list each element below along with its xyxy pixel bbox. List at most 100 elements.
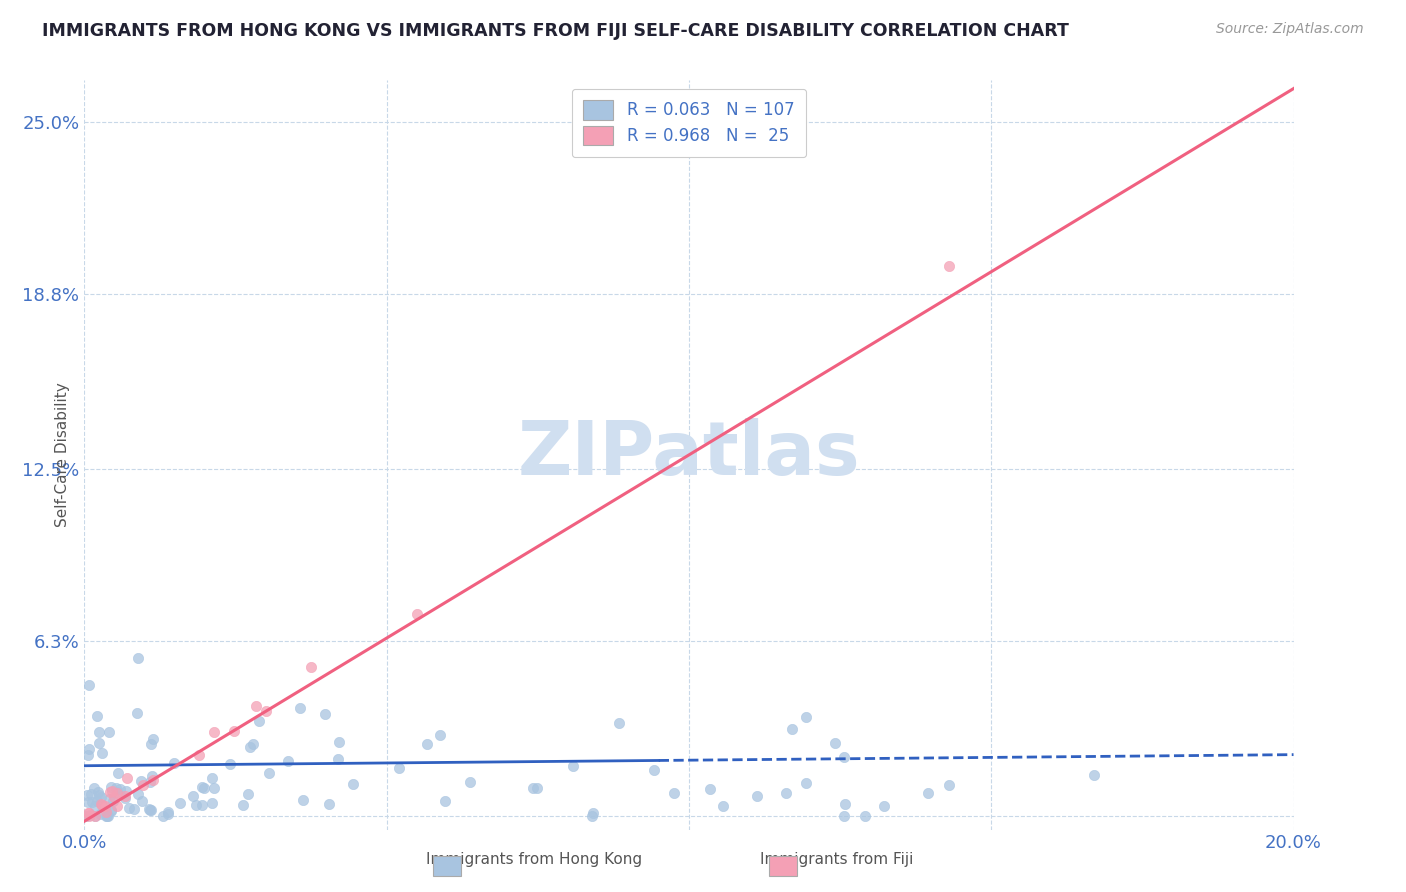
Point (89, 736, 111, 750)
Point (711, 799, 734, 814)
Point (662, 786, 685, 800)
Text: Immigrants from Hong Kong: Immigrants from Hong Kong (426, 852, 643, 867)
Point (232, 798, 254, 813)
Point (318, 797, 340, 811)
Point (77, 806, 100, 821)
Point (80, 788, 103, 802)
Point (191, 797, 214, 812)
Point (184, 798, 207, 813)
Point (84, 798, 107, 813)
Point (745, 789, 768, 803)
Point (193, 780, 215, 795)
Point (101, 784, 124, 798)
Point (127, 787, 149, 801)
Point (115, 784, 138, 798)
Point (100, 803, 122, 817)
Point (142, 772, 165, 787)
Point (84, 808, 107, 822)
Point (853, 808, 876, 822)
Point (202, 725, 225, 739)
Point (86, 709, 108, 723)
Point (832, 808, 855, 822)
Point (114, 789, 136, 803)
Point (90, 747, 112, 761)
Point (96, 808, 118, 822)
Point (796, 776, 818, 790)
Point (824, 736, 846, 750)
Point (169, 796, 191, 810)
Point (219, 756, 242, 771)
Point (938, 779, 960, 793)
Point (105, 781, 128, 796)
Point (84, 808, 107, 822)
Point (141, 769, 163, 783)
Point (328, 735, 350, 749)
Point (201, 771, 224, 785)
Point (115, 771, 138, 785)
Point (100, 784, 122, 798)
Point (100, 805, 122, 819)
Point (89, 789, 111, 804)
Point (247, 714, 270, 728)
Point (139, 737, 162, 751)
Text: ZIPatlas: ZIPatlas (517, 418, 860, 491)
Point (75, 808, 97, 822)
Point (131, 778, 153, 792)
Point (86, 794, 108, 808)
Point (80, 795, 103, 809)
Point (245, 698, 267, 713)
Point (259, 766, 281, 780)
Point (780, 723, 803, 737)
Point (291, 793, 314, 807)
Point (131, 794, 153, 808)
Point (191, 780, 214, 795)
Point (138, 802, 160, 816)
Point (98, 792, 121, 806)
Point (239, 740, 262, 755)
Point (522, 780, 544, 795)
Point (834, 797, 856, 811)
Point (87, 785, 110, 799)
Point (277, 754, 299, 768)
Point (581, 806, 603, 821)
Point (607, 715, 630, 730)
Point (98, 724, 121, 739)
Point (90, 797, 112, 812)
Point (108, 781, 131, 796)
Point (526, 780, 548, 795)
Point (77, 742, 100, 756)
Point (101, 794, 124, 808)
Point (107, 786, 129, 800)
Point (562, 758, 585, 772)
Point (107, 785, 129, 799)
Point (416, 737, 439, 751)
Point (76, 747, 98, 762)
Point (77, 808, 100, 822)
Point (103, 789, 125, 804)
Point (388, 761, 411, 775)
Point (342, 777, 364, 791)
Point (156, 806, 179, 821)
Text: Immigrants from Fiji: Immigrants from Fiji (759, 852, 914, 867)
Point (236, 787, 259, 801)
Point (105, 798, 128, 813)
Point (87, 788, 110, 802)
Point (188, 747, 211, 762)
Point (97, 808, 120, 822)
Point (139, 803, 162, 817)
Point (581, 808, 603, 822)
Point (117, 801, 139, 815)
Point (142, 732, 165, 747)
Point (433, 795, 456, 809)
Point (794, 710, 817, 724)
Point (181, 789, 204, 804)
Y-axis label: Self-Care Disability: Self-Care Disability (55, 383, 70, 527)
Point (429, 728, 451, 742)
Point (222, 724, 245, 739)
Point (107, 766, 129, 780)
Point (76, 795, 98, 809)
Point (326, 752, 349, 766)
Point (77, 678, 100, 692)
Text: IMMIGRANTS FROM HONG KONG VS IMMIGRANTS FROM FIJI SELF-CARE DISABILITY CORRELATI: IMMIGRANTS FROM HONG KONG VS IMMIGRANTS … (42, 22, 1069, 40)
Point (643, 763, 665, 777)
